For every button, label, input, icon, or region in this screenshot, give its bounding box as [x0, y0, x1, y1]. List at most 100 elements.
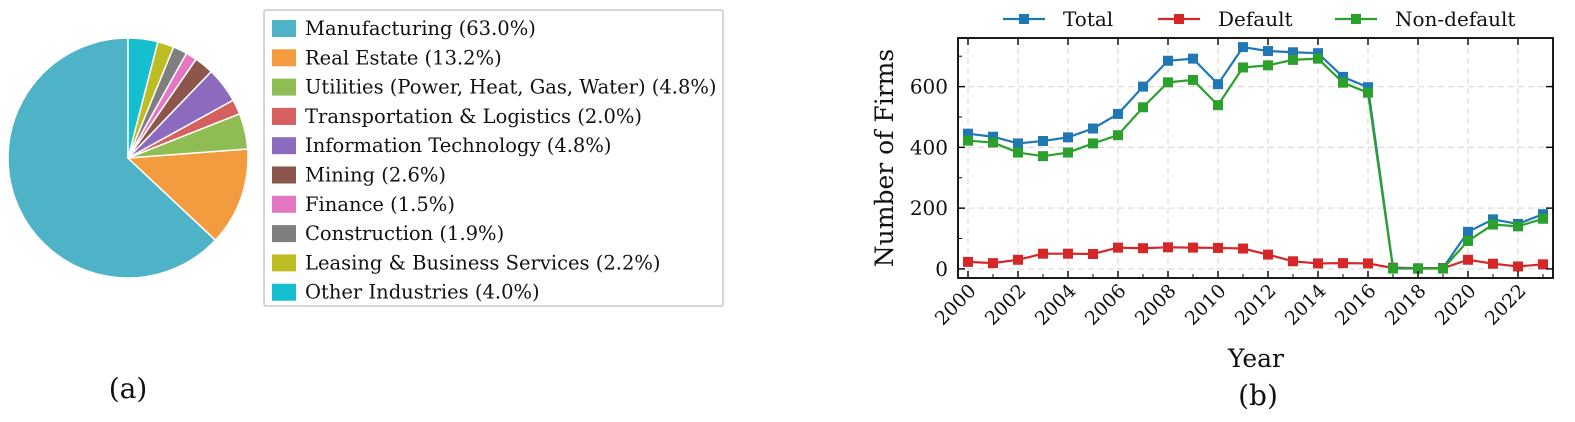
- legend-swatch: [272, 254, 296, 272]
- legend-label: Total: [1063, 7, 1113, 31]
- data-point-non-default: [1488, 219, 1498, 230]
- data-point-default: [1063, 248, 1073, 259]
- data-point-non-default: [1288, 54, 1298, 65]
- y-tick-label: 0: [935, 257, 948, 281]
- legend-swatch: [272, 195, 296, 213]
- data-point-total: [1163, 55, 1173, 66]
- data-point-default: [1538, 259, 1548, 270]
- data-point-default: [1163, 242, 1173, 253]
- y-tick-label: 600: [910, 75, 948, 99]
- data-point-default: [1513, 261, 1523, 272]
- pie-legend-frame: [263, 9, 724, 307]
- data-point-total: [1238, 42, 1248, 53]
- legend-swatch: [272, 225, 296, 243]
- x-tick-label: 2010: [1181, 280, 1231, 330]
- legend-label: Other Industries (4.0%): [305, 281, 540, 304]
- data-point-non-default: [1188, 74, 1198, 85]
- data-point-total: [1188, 53, 1198, 64]
- x-tick-label: 2004: [1031, 280, 1081, 330]
- x-tick-label: 2000: [931, 280, 981, 330]
- data-point-default: [1038, 248, 1048, 259]
- data-point-non-default: [1363, 87, 1373, 98]
- legend-swatch: [272, 283, 296, 301]
- legend-swatch: [272, 166, 296, 184]
- data-point-non-default: [1513, 221, 1523, 232]
- legend-label: Non-default: [1395, 7, 1515, 31]
- x-tick-label: 2006: [1081, 280, 1131, 330]
- data-point-default: [1463, 254, 1473, 265]
- grid: [958, 38, 1553, 278]
- data-point-non-default: [1038, 151, 1048, 162]
- line-series: [963, 42, 1548, 274]
- y-axis-label: Number of Firms: [870, 49, 899, 267]
- legend-label: Construction (1.9%): [305, 222, 504, 245]
- data-point-default: [1338, 258, 1348, 269]
- pie-slice-other-industries: [127, 37, 159, 159]
- data-point-default: [1238, 243, 1248, 254]
- data-point-non-default: [1263, 60, 1273, 71]
- data-point-non-default: [1438, 263, 1448, 274]
- legend-label: Transportation & Logistics (2.0%): [305, 105, 642, 128]
- data-point-default: [1263, 249, 1273, 260]
- legend-label: Leasing & Business Services (2.2%): [305, 251, 661, 274]
- data-point-default: [1138, 243, 1148, 254]
- data-point-non-default: [1013, 147, 1023, 158]
- legend-swatch: [272, 20, 296, 37]
- x-tick-label: 2012: [1231, 280, 1281, 330]
- data-point-total: [1063, 132, 1073, 143]
- x-tick-label: 2016: [1331, 280, 1381, 330]
- legend-label: Finance (1.5%): [305, 193, 455, 216]
- data-point-non-default: [1388, 263, 1398, 274]
- data-point-default: [988, 258, 998, 269]
- legend-label: Utilities (Power, Heat, Gas, Water) (4.8…: [305, 76, 717, 99]
- series-total: [963, 42, 1548, 274]
- data-point-non-default: [1238, 62, 1248, 73]
- x-axis-label: Year: [1227, 344, 1284, 373]
- data-point-default: [1488, 258, 1498, 269]
- data-point-non-default: [1213, 100, 1223, 111]
- data-point-total: [1088, 123, 1098, 134]
- legend-marker: [1174, 14, 1184, 24]
- data-point-total: [1488, 214, 1498, 225]
- data-point-total: [1313, 48, 1323, 59]
- panel-label-a: (a): [109, 372, 148, 405]
- y-tick-label: 200: [910, 196, 948, 220]
- data-point-total: [1463, 226, 1473, 237]
- data-point-non-default: [1063, 147, 1073, 158]
- data-point-non-default: [1338, 77, 1348, 88]
- y-tick-label: 400: [910, 135, 948, 159]
- data-point-default: [1013, 254, 1023, 265]
- data-point-non-default: [963, 135, 973, 146]
- legend-swatch: [272, 49, 296, 67]
- data-point-default: [1188, 242, 1198, 253]
- series-default: [963, 242, 1548, 274]
- x-tick-label: 2022: [1481, 280, 1531, 330]
- series-non-default: [963, 53, 1548, 274]
- data-point-non-default: [1138, 102, 1148, 113]
- data-point-total: [1263, 46, 1273, 57]
- data-point-default: [1288, 256, 1298, 267]
- data-point-default: [1113, 242, 1123, 253]
- series-line-non-default: [967, 57, 1544, 270]
- legend-swatch: [272, 107, 296, 125]
- data-point-non-default: [1463, 235, 1473, 246]
- series-line-total: [967, 45, 1544, 270]
- x-tick-label: 2018: [1381, 280, 1431, 330]
- axis-ticks: 2000 2002 2004 2006 2008 2010 2012 2014 2016 2018…: [910, 38, 1553, 330]
- line-legend: Total Default Non-default: [1003, 7, 1515, 31]
- pie-legend: Manufacturing (63.0%) Real Estate (13.2%)…: [263, 9, 724, 307]
- series-line-default: [967, 246, 1544, 270]
- data-point-total: [1013, 138, 1023, 149]
- line-chart: 2000 2002 2004 2006 2008 2010 2012 2014 2016 2018…: [870, 7, 1554, 373]
- data-point-total: [988, 131, 998, 142]
- legend-label: Mining (2.6%): [305, 164, 446, 187]
- x-tick-label: 2014: [1281, 280, 1331, 330]
- pie-slice-real-estate: [126, 148, 249, 242]
- data-point-total: [1113, 108, 1123, 119]
- data-point-default: [1088, 249, 1098, 259]
- x-tick-label: 2002: [981, 280, 1031, 330]
- data-point-non-default: [988, 137, 998, 148]
- data-point-non-default: [1163, 77, 1173, 88]
- data-point-total: [1138, 81, 1148, 92]
